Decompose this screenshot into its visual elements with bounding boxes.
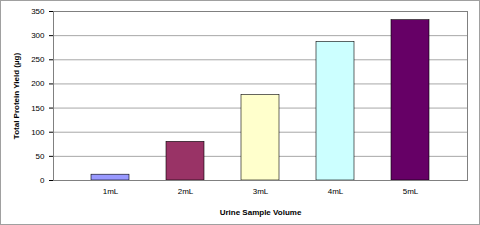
svg-text:250: 250 (31, 55, 45, 64)
svg-text:300: 300 (31, 31, 45, 40)
svg-text:200: 200 (31, 79, 45, 88)
svg-text:150: 150 (31, 104, 45, 113)
svg-text:100: 100 (31, 128, 45, 137)
svg-text:Urine Sample Volume: Urine Sample Volume (220, 208, 302, 217)
svg-text:5mL: 5mL (403, 187, 419, 196)
svg-text:0: 0 (40, 176, 45, 185)
svg-text:4mL: 4mL (328, 187, 344, 196)
svg-text:Total Protein Yield (µg): Total Protein Yield (µg) (12, 53, 21, 140)
svg-text:50: 50 (36, 152, 45, 161)
svg-text:3mL: 3mL (253, 187, 269, 196)
svg-text:2mL: 2mL (178, 187, 194, 196)
svg-text:1mL: 1mL (103, 187, 119, 196)
svg-text:350: 350 (31, 7, 45, 16)
